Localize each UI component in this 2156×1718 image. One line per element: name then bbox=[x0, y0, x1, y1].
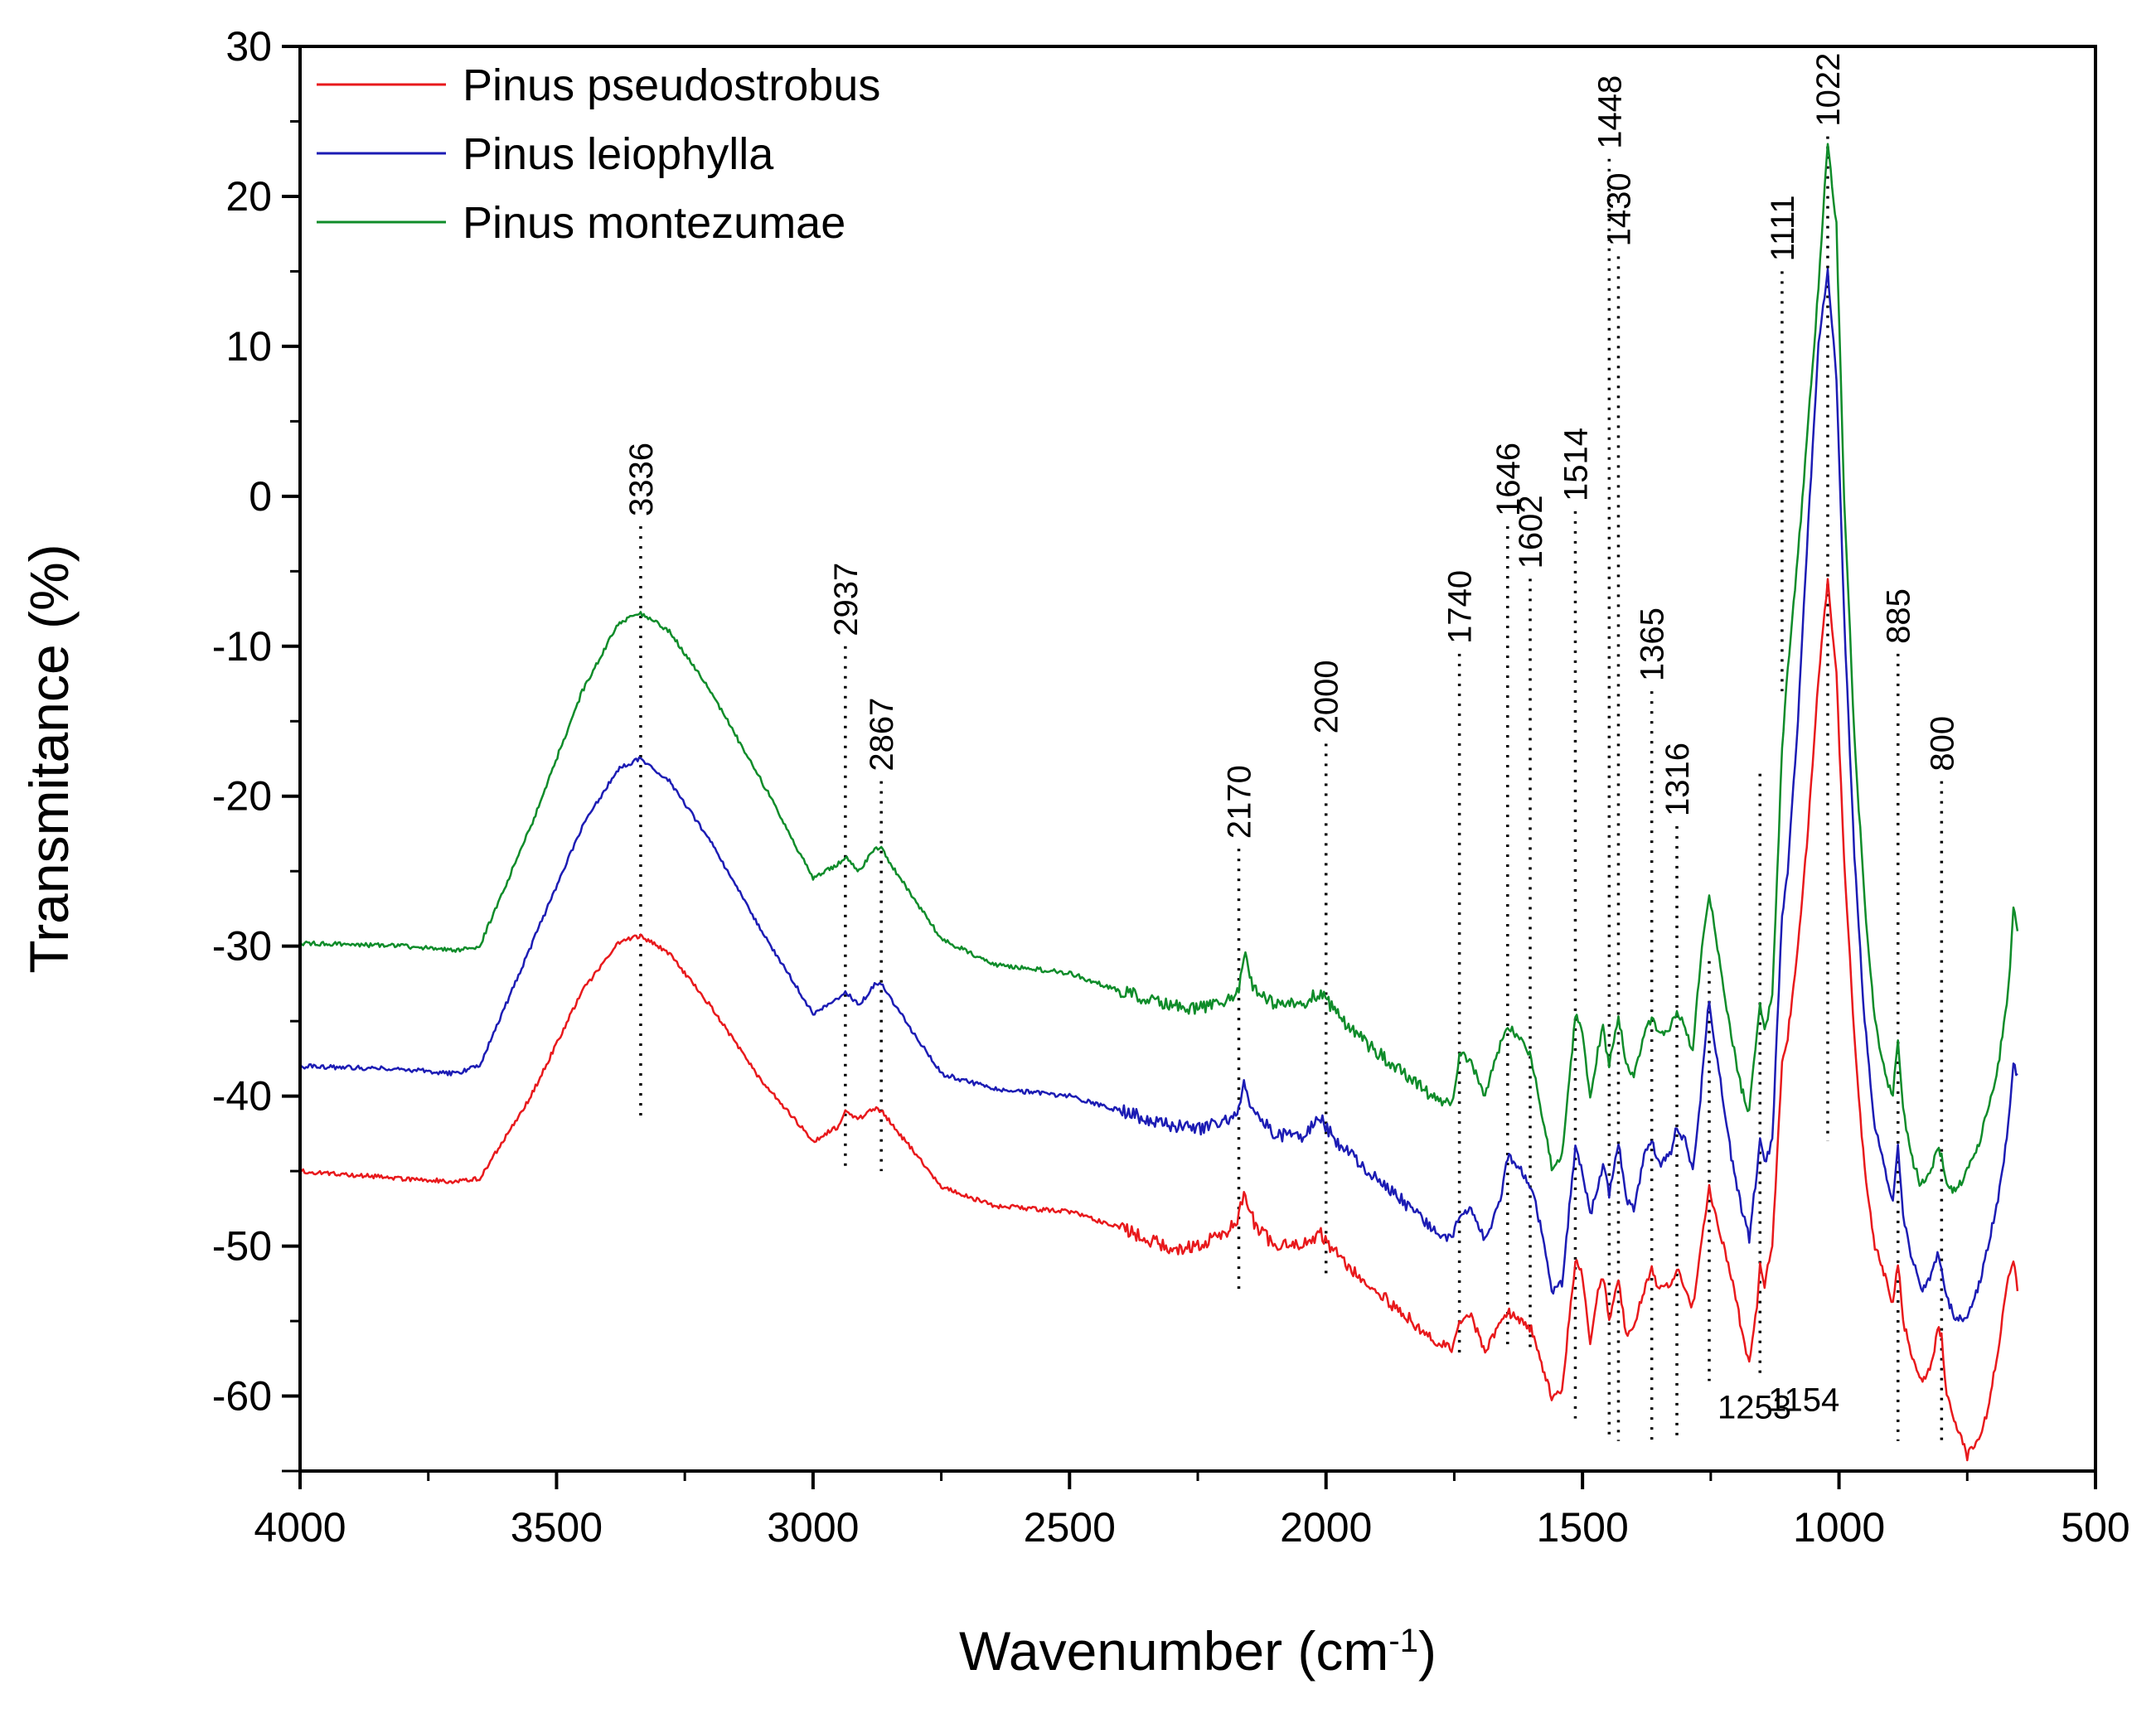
axis-ticks bbox=[282, 45, 2097, 1489]
legend: Pinus pseudostrobus Pinus leiophylla Pinus… bbox=[317, 60, 880, 248]
x-axis-title-superscript: -1 bbox=[1388, 1623, 1418, 1659]
peak-label: 800 bbox=[1924, 716, 1960, 772]
x-tick-label: 2000 bbox=[1280, 1504, 1372, 1551]
peak-label: 2867 bbox=[864, 698, 900, 772]
legend-label: Pinus leiophylla bbox=[463, 129, 774, 179]
peak-label: 1154 bbox=[1768, 1382, 1839, 1418]
peak-label: 1316 bbox=[1659, 743, 1696, 816]
x-tick-label: 1500 bbox=[1537, 1504, 1629, 1551]
y-tick-label: -40 bbox=[212, 1073, 272, 1120]
y-tick-label: 30 bbox=[225, 23, 272, 70]
axis-tick-labels: 4000 3500 3000 2500 2000 1500 1000 500 -60 -50 -40… bbox=[212, 23, 2130, 1551]
y-tick-label: 10 bbox=[225, 323, 272, 370]
peak-label: 1022 bbox=[1810, 53, 1847, 127]
y-tick-label: 20 bbox=[225, 173, 272, 220]
series-line-1 bbox=[299, 578, 2019, 1462]
peak-label: 1448 bbox=[1592, 75, 1628, 149]
x-axis-title-text: Wavenumber (cm bbox=[959, 1620, 1388, 1682]
peak-label: 1514 bbox=[1558, 428, 1594, 501]
plot-area-frame bbox=[298, 45, 2097, 1473]
peak-label: 885 bbox=[1881, 588, 1917, 644]
peak-label: 1111 bbox=[1765, 195, 1801, 261]
peak-label: 2000 bbox=[1309, 660, 1345, 733]
series-line-2 bbox=[298, 268, 2018, 1323]
y-tick-label: -20 bbox=[212, 773, 272, 820]
peak-label: 3336 bbox=[623, 443, 660, 516]
peak-label: 2170 bbox=[1222, 765, 1258, 839]
peak-label: 1646 bbox=[1490, 443, 1527, 516]
peak-label: 1253 bbox=[1718, 1389, 1791, 1425]
legend-label: Pinus pseudostrobus bbox=[463, 60, 880, 110]
legend-label: Pinus montezumae bbox=[463, 198, 845, 248]
y-axis-title: Transmitance (%) bbox=[18, 544, 80, 973]
x-tick-label: 2500 bbox=[1024, 1504, 1116, 1551]
peak-label: 2937 bbox=[828, 563, 865, 636]
series-lines bbox=[298, 143, 2019, 1462]
peak-label: 1740 bbox=[1442, 570, 1479, 644]
y-tick-label: -30 bbox=[212, 923, 272, 970]
y-tick-label: -50 bbox=[212, 1223, 272, 1270]
y-tick-label: -10 bbox=[212, 623, 272, 670]
x-axis-title-close: ) bbox=[1418, 1620, 1437, 1682]
x-tick-label: 1000 bbox=[1793, 1504, 1885, 1551]
peak-label: 1602 bbox=[1513, 495, 1549, 569]
x-tick-label: 3000 bbox=[767, 1504, 859, 1551]
series-line-3 bbox=[299, 143, 2019, 1194]
x-tick-label: 3500 bbox=[511, 1504, 603, 1551]
x-axis-title: Wavenumber (cm-1) bbox=[959, 1620, 1437, 1682]
peak-label: 1365 bbox=[1635, 607, 1671, 681]
x-tick-label: 500 bbox=[2061, 1504, 2129, 1551]
y-tick-label: -60 bbox=[212, 1373, 272, 1420]
x-tick-label: 4000 bbox=[254, 1504, 346, 1551]
peak-label: 1430 bbox=[1601, 172, 1637, 246]
y-tick-label: 0 bbox=[249, 473, 272, 520]
